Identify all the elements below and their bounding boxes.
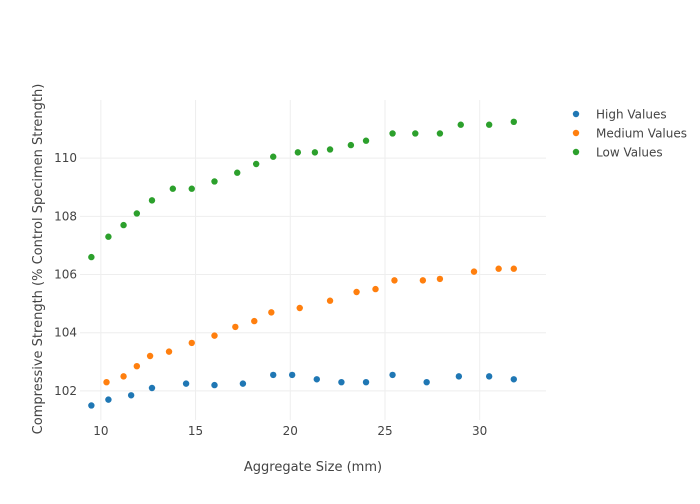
x-tick-label: 15 <box>188 424 203 438</box>
data-point-low-values[interactable] <box>169 185 177 192</box>
data-point-low-values[interactable] <box>211 178 218 185</box>
data-point-medium-values[interactable] <box>103 378 110 386</box>
y-tick-label: 108 <box>54 209 77 223</box>
data-point-high-values[interactable] <box>485 373 493 380</box>
data-point-low-values[interactable] <box>133 210 141 217</box>
data-point-low-values[interactable] <box>88 253 95 261</box>
data-point-high-values[interactable] <box>423 378 430 386</box>
legend-item-medium-values[interactable]: Medium Values <box>572 127 687 141</box>
legend-marker-high-values <box>572 110 580 118</box>
data-point-low-values[interactable] <box>294 149 302 156</box>
data-point-medium-values[interactable] <box>326 297 334 304</box>
data-point-high-values[interactable] <box>127 392 135 399</box>
data-point-high-values[interactable] <box>148 384 156 392</box>
data-point-high-values[interactable] <box>313 376 320 383</box>
data-point-low-values[interactable] <box>485 121 493 128</box>
data-point-medium-values[interactable] <box>372 285 379 293</box>
data-point-low-values[interactable] <box>270 153 277 160</box>
series-medium-values <box>103 265 517 386</box>
data-point-high-values[interactable] <box>455 373 463 380</box>
data-point-low-values[interactable] <box>389 130 396 137</box>
data-point-high-values[interactable] <box>270 371 277 379</box>
y-tick-label: 106 <box>54 268 77 282</box>
data-point-high-values[interactable] <box>338 378 345 386</box>
data-point-low-values[interactable] <box>188 185 195 192</box>
y-axis-title: Compressive Strength (% Control Specimen… <box>31 84 46 435</box>
legend-marker-medium-values <box>572 129 580 137</box>
data-point-medium-values[interactable] <box>391 277 398 284</box>
legend-label-low-values: Low Values <box>596 146 663 160</box>
data-point-low-values[interactable] <box>120 221 127 229</box>
data-point-low-values[interactable] <box>436 130 444 137</box>
data-point-low-values[interactable] <box>457 121 464 128</box>
data-point-medium-values[interactable] <box>146 352 154 360</box>
data-point-low-values[interactable] <box>362 137 370 144</box>
data-point-low-values[interactable] <box>234 169 241 176</box>
data-point-low-values[interactable] <box>252 160 260 168</box>
data-point-high-values[interactable] <box>105 396 112 403</box>
x-tick-label: 25 <box>377 424 392 438</box>
y-tick-label: 102 <box>54 384 77 398</box>
data-point-low-values[interactable] <box>105 233 112 240</box>
data-point-low-values[interactable] <box>326 146 334 153</box>
x-tick-label: 20 <box>283 424 298 438</box>
x-tick-label: 30 <box>472 424 487 438</box>
gridlines <box>80 100 546 420</box>
data-point-medium-values[interactable] <box>165 348 173 355</box>
series-low-values <box>88 118 517 261</box>
data-point-high-values[interactable] <box>510 376 517 383</box>
data-point-low-values[interactable] <box>148 197 156 204</box>
data-points <box>88 118 517 409</box>
data-point-medium-values[interactable] <box>436 275 444 283</box>
legend-item-high-values[interactable]: High Values <box>572 108 667 122</box>
data-point-medium-values[interactable] <box>268 309 275 316</box>
y-tick-label: 110 <box>54 151 77 165</box>
legend: High Values Medium Values Low Values <box>572 108 687 160</box>
legend-marker-low-values <box>572 148 580 156</box>
data-point-medium-values[interactable] <box>251 317 258 325</box>
y-tick-label: 104 <box>54 326 77 340</box>
data-point-medium-values[interactable] <box>353 288 360 296</box>
data-point-high-values[interactable] <box>288 371 296 379</box>
legend-label-high-values: High Values <box>596 108 667 122</box>
x-axis-title: Aggregate Size (mm) <box>244 460 382 475</box>
data-point-medium-values[interactable] <box>211 332 218 339</box>
data-point-high-values[interactable] <box>211 381 218 389</box>
data-point-medium-values[interactable] <box>188 339 195 347</box>
data-point-high-values[interactable] <box>389 371 396 379</box>
data-point-medium-values[interactable] <box>133 362 141 370</box>
data-point-low-values[interactable] <box>347 141 355 149</box>
data-point-medium-values[interactable] <box>510 265 517 272</box>
data-point-low-values[interactable] <box>510 118 517 126</box>
data-point-high-values[interactable] <box>239 380 247 387</box>
data-point-medium-values[interactable] <box>470 268 478 275</box>
tick-labels: 10 15 20 25 30 102 104 106 108 110 <box>54 151 487 438</box>
data-point-medium-values[interactable] <box>296 304 303 312</box>
legend-label-medium-values: Medium Values <box>596 127 687 141</box>
data-point-medium-values[interactable] <box>419 277 427 284</box>
data-point-low-values[interactable] <box>311 149 319 156</box>
data-point-high-values[interactable] <box>88 402 95 409</box>
data-point-medium-values[interactable] <box>120 373 127 380</box>
series-high-values <box>88 371 517 409</box>
data-point-medium-values[interactable] <box>232 323 239 331</box>
legend-item-low-values[interactable]: Low Values <box>572 146 663 160</box>
data-point-low-values[interactable] <box>412 130 419 137</box>
data-point-high-values[interactable] <box>362 378 370 386</box>
data-point-high-values[interactable] <box>182 380 190 387</box>
data-point-medium-values[interactable] <box>495 265 502 272</box>
x-tick-label: 10 <box>93 424 108 438</box>
